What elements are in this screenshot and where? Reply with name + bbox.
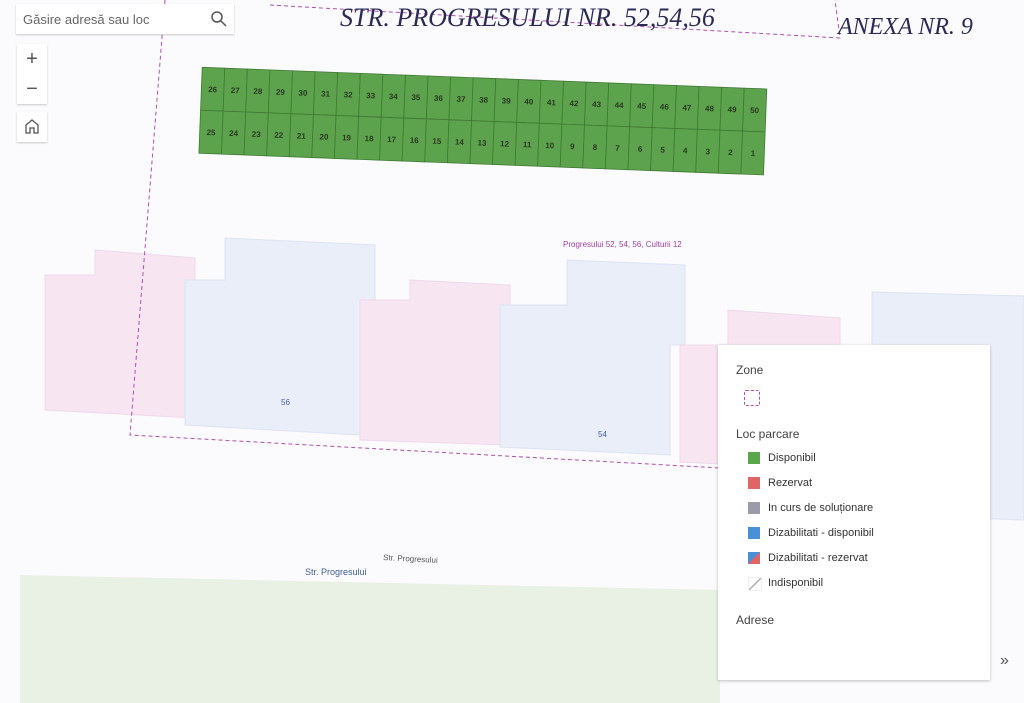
spot-number: 18	[364, 134, 374, 143]
spot-number: 6	[638, 145, 643, 154]
legend-item: Rezervat	[768, 477, 813, 489]
legend-swatch	[748, 577, 762, 591]
spot-number: 49	[727, 105, 737, 114]
building	[44, 249, 196, 419]
legend-heading: Loc parcare	[736, 427, 800, 441]
zone-border	[269, 0, 841, 39]
handwritten-title: STR. PROGRESULUI NR. 52,54,56	[340, 3, 715, 32]
spot-number: 31	[321, 89, 331, 98]
spot-number: 38	[479, 95, 489, 104]
spot-number: 20	[319, 132, 329, 141]
spot-number: 40	[524, 97, 534, 106]
spot-number: 10	[545, 141, 555, 150]
legend-heading: Adrese	[736, 613, 775, 627]
annex-label: ANEXA NR. 9	[836, 14, 973, 40]
spot-number: 15	[432, 137, 442, 146]
building	[359, 279, 511, 446]
spot-number: 24	[229, 129, 239, 138]
spot-number: 48	[705, 104, 715, 113]
spot-number: 32	[344, 90, 354, 99]
legend-swatch	[748, 527, 760, 539]
legend-heading: Zone	[736, 363, 764, 377]
search-box[interactable]: Găsire adresă sau loc	[16, 4, 234, 34]
building-label: 54	[598, 430, 607, 439]
zoom-controls: + −	[17, 44, 47, 104]
spot-number: 5	[660, 145, 665, 154]
street-label: Str. Progresului	[383, 553, 438, 565]
spot-number: 34	[389, 92, 399, 101]
spot-number: 16	[410, 136, 420, 145]
spot-number: 43	[592, 100, 602, 109]
spot-number: 35	[411, 93, 421, 102]
spot-number: 45	[637, 102, 647, 111]
spot-number: 29	[276, 88, 286, 97]
spot-number: 30	[298, 89, 308, 98]
spot-number: 46	[660, 102, 670, 111]
spot-number: 21	[297, 131, 307, 140]
spot-number: 2	[728, 148, 733, 157]
spot-number: 9	[570, 142, 575, 151]
legend-swatch	[748, 502, 760, 514]
spot-number: 7	[615, 144, 620, 153]
spot-number: 39	[502, 96, 512, 105]
legend-item: Dizabilitati - disponibil	[768, 527, 874, 539]
spot-number: 47	[682, 103, 692, 112]
spot-number: 17	[387, 135, 397, 144]
legend-swatch	[748, 477, 760, 489]
parking-spots: 26 27 28 29 30 31 32 33 34 35 36 37 38 39 40 41 42 43 44 45…	[198, 66, 768, 176]
spot-number: 3	[705, 147, 710, 156]
search-placeholder: Găsire adresă sau loc	[23, 12, 150, 27]
spot-number: 19	[342, 133, 352, 142]
spot-number: 26	[208, 85, 218, 94]
spot-number: 27	[231, 86, 241, 95]
spot-number: 8	[593, 143, 598, 152]
zone-label: Progresului 52, 54, 56, Culturii 12	[563, 240, 682, 249]
spot-number: 33	[366, 91, 376, 100]
home-button[interactable]	[17, 112, 47, 142]
legend-swatch	[748, 552, 760, 564]
spot-number: 11	[523, 140, 532, 149]
zone-swatch	[744, 390, 760, 406]
spot-number: 25	[206, 128, 216, 137]
spot-number: 1	[751, 149, 756, 158]
legend-swatch	[748, 452, 760, 464]
spot-number: 41	[547, 98, 557, 107]
zoom-in[interactable]: +	[26, 48, 38, 70]
spot-number: 36	[434, 94, 444, 103]
spot-number: 42	[569, 99, 579, 108]
legend: Zone Loc parcare Disponibil Rezervat In cu…	[718, 345, 990, 680]
parking-spot	[740, 130, 766, 176]
spot-number: 44	[615, 101, 625, 110]
spot-number: 28	[253, 87, 263, 96]
green-area	[20, 575, 720, 703]
legend-item: Disponibil	[768, 452, 816, 464]
search-button[interactable]	[204, 4, 234, 34]
spot-number: 14	[455, 138, 465, 147]
zone-border	[129, 0, 721, 469]
legend-item: Indisponibil	[768, 577, 824, 589]
legend-item: Dizabilitati - rezervat	[768, 552, 868, 564]
building-label: 56	[281, 398, 290, 407]
spot-number: 13	[477, 138, 487, 147]
spot-number: 23	[252, 130, 262, 139]
building	[499, 259, 686, 456]
street-label: Str. Progresului	[305, 567, 367, 577]
spot-number: 4	[683, 146, 688, 155]
legend-item: In curs de soluționare	[768, 502, 874, 514]
spot-number: 37	[456, 95, 466, 104]
zoom-out[interactable]: −	[26, 78, 38, 100]
collapse-button[interactable]: »	[1000, 652, 1009, 669]
spot-number: 22	[274, 131, 284, 140]
building	[184, 237, 376, 436]
spot-number: 50	[750, 106, 760, 115]
spot-number: 12	[500, 139, 510, 148]
